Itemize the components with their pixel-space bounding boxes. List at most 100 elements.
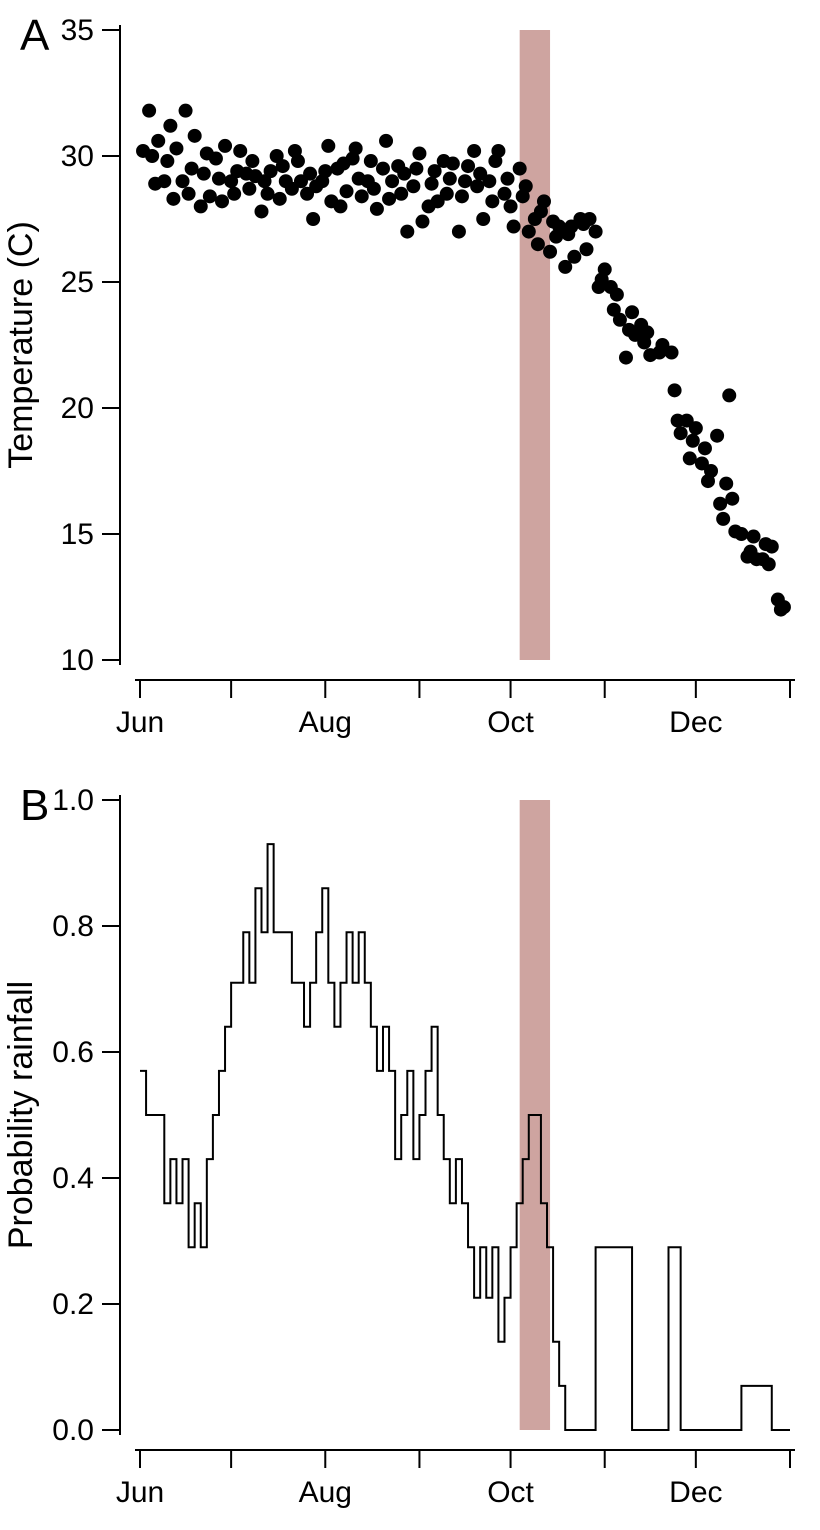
data-point [203, 189, 217, 203]
data-point [157, 174, 171, 188]
data-point [455, 189, 469, 203]
data-point [212, 172, 226, 186]
y-tick-label: 20 [61, 392, 94, 425]
data-point [242, 182, 256, 196]
data-point [722, 388, 736, 402]
data-point [176, 174, 190, 188]
data-point [264, 164, 278, 178]
data-point [497, 187, 511, 201]
data-point [482, 174, 496, 188]
data-point [747, 530, 761, 544]
y-tick-label: 0.0 [52, 1414, 94, 1447]
data-point [276, 159, 290, 173]
data-point [318, 164, 332, 178]
data-point [683, 451, 697, 465]
data-point [394, 187, 408, 201]
data-point [446, 157, 460, 171]
panelB-line [140, 844, 790, 1430]
data-point [491, 144, 505, 158]
data-point [215, 194, 229, 208]
data-point [406, 179, 420, 193]
data-point [182, 187, 196, 201]
data-point [476, 212, 490, 226]
data-point [543, 245, 557, 259]
data-point [504, 199, 518, 213]
data-point [461, 159, 475, 173]
data-point [412, 146, 426, 160]
data-point [409, 162, 423, 176]
data-point [163, 119, 177, 133]
data-point [619, 351, 633, 365]
data-point [665, 346, 679, 360]
data-point [261, 187, 275, 201]
data-point [765, 540, 779, 554]
data-point [710, 429, 724, 443]
x-tick-label: Oct [487, 1476, 534, 1509]
data-point [689, 421, 703, 435]
data-point [355, 189, 369, 203]
data-point [400, 225, 414, 239]
data-point [151, 134, 165, 148]
data-point [537, 194, 551, 208]
data-point [209, 152, 223, 166]
data-point [674, 426, 688, 440]
figure-svg: JunAugOctDec101520253035Temperature (C)A… [0, 0, 820, 1530]
x-tick-label: Aug [299, 706, 352, 739]
data-point [179, 104, 193, 118]
data-point [166, 192, 180, 206]
data-point [303, 167, 317, 181]
data-point [364, 154, 378, 168]
y-tick-label: 0.2 [52, 1288, 94, 1321]
data-point [762, 557, 776, 571]
figure-container: JunAugOctDec101520253035Temperature (C)A… [0, 0, 820, 1530]
data-point [254, 204, 268, 218]
data-point [485, 194, 499, 208]
data-point [716, 512, 730, 526]
data-point [218, 139, 232, 153]
x-tick-label: Dec [669, 1476, 722, 1509]
data-point [273, 192, 287, 206]
panelB-label: B [20, 781, 49, 830]
data-point [640, 325, 654, 339]
data-point [379, 134, 393, 148]
data-point [291, 154, 305, 168]
data-point [467, 144, 481, 158]
data-point [725, 492, 739, 506]
data-point [686, 434, 700, 448]
y-tick-label: 30 [61, 140, 94, 173]
data-point [185, 162, 199, 176]
y-tick-label: 1.0 [52, 784, 94, 817]
data-point [522, 225, 536, 239]
y-tick-label: 35 [61, 14, 94, 47]
data-point [227, 187, 241, 201]
data-point [513, 162, 527, 176]
data-point [415, 215, 429, 229]
data-point [197, 167, 211, 181]
y-tick-label: 10 [61, 644, 94, 677]
data-point [470, 179, 484, 193]
data-point [382, 192, 396, 206]
data-point [233, 144, 247, 158]
data-point [376, 162, 390, 176]
data-point [145, 149, 159, 163]
x-tick-label: Dec [669, 706, 722, 739]
data-point [625, 305, 639, 319]
data-point [507, 220, 521, 234]
data-point [589, 225, 603, 239]
data-point [443, 172, 457, 186]
data-point [734, 527, 748, 541]
data-point [519, 179, 533, 193]
y-tick-label: 0.4 [52, 1162, 94, 1195]
data-point [367, 182, 381, 196]
panelA-ylabel: Temperature (C) [2, 221, 40, 469]
data-point [245, 154, 259, 168]
data-point [777, 600, 791, 614]
x-tick-label: Jun [116, 706, 164, 739]
data-point [458, 174, 472, 188]
panelB-ylabel: Probability rainfall [2, 981, 40, 1249]
data-point [385, 174, 399, 188]
data-point [501, 172, 515, 186]
data-point [704, 464, 718, 478]
data-point [397, 167, 411, 181]
data-point [698, 441, 712, 455]
